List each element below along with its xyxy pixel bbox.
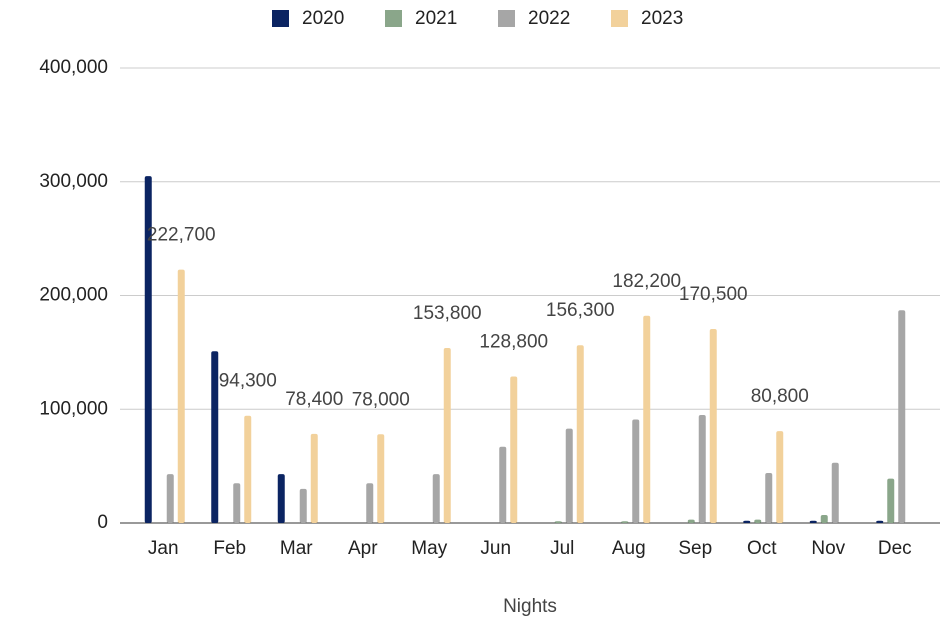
bar (211, 351, 219, 523)
x-tick-label: Jul (550, 538, 574, 559)
bar (443, 348, 451, 523)
y-tick-label: 0 (97, 512, 108, 533)
bar (554, 521, 562, 523)
data-label: 78,000 (352, 389, 410, 410)
y-tick-label: 100,000 (39, 398, 108, 419)
legend-swatch (385, 10, 402, 27)
x-tick-label: Feb (213, 538, 246, 559)
data-label: 182,200 (612, 271, 681, 292)
bar (632, 419, 640, 523)
bar (576, 345, 584, 523)
x-tick-label: Nov (811, 538, 845, 559)
bar (765, 472, 773, 523)
data-label: 153,800 (413, 303, 482, 324)
bar (709, 329, 717, 523)
data-label: 222,700 (147, 225, 216, 246)
data-label: 80,800 (751, 386, 809, 407)
bar (310, 433, 318, 523)
x-axis-label: Nights (503, 596, 557, 617)
bar (887, 478, 895, 523)
bar (820, 515, 828, 523)
bar (743, 520, 751, 523)
bar (776, 431, 784, 523)
legend-label: 2022 (528, 8, 570, 29)
data-label: 128,800 (479, 332, 548, 353)
bar (876, 520, 884, 523)
bar (510, 376, 518, 523)
bar (698, 414, 706, 523)
y-tick-label: 400,000 (39, 57, 108, 78)
bar (831, 462, 839, 523)
bar (366, 483, 374, 523)
y-tick-label: 200,000 (39, 285, 108, 306)
bar (244, 415, 252, 523)
bar (643, 315, 651, 523)
legend-label: 2021 (415, 8, 457, 29)
bar (144, 176, 152, 523)
data-label: 78,400 (285, 389, 343, 410)
bar (377, 434, 385, 523)
x-tick-label: Aug (612, 538, 646, 559)
legend-label: 2023 (641, 8, 683, 29)
x-tick-label: Apr (348, 538, 378, 559)
bar (166, 474, 174, 523)
data-label: 94,300 (219, 371, 277, 392)
bar (299, 488, 307, 523)
data-label: 170,500 (679, 284, 748, 305)
x-tick-label: Jan (148, 538, 179, 559)
x-tick-label: Mar (280, 538, 313, 559)
legend-label: 2020 (302, 8, 344, 29)
x-tick-label: Jun (480, 538, 511, 559)
y-tick-label: 300,000 (39, 171, 108, 192)
x-tick-label: May (411, 538, 447, 559)
bar (621, 521, 629, 523)
x-tick-label: Oct (747, 538, 777, 559)
x-tick-label: Sep (678, 538, 712, 559)
legend-swatch (272, 10, 289, 27)
bar (177, 269, 185, 523)
x-tick-label: Dec (878, 538, 912, 559)
bar (687, 519, 695, 523)
bar (233, 483, 241, 523)
bar (754, 519, 762, 523)
bar (432, 474, 440, 523)
data-label: 156,300 (546, 300, 615, 321)
bar (809, 520, 817, 523)
legend-swatch (611, 10, 628, 27)
bar (898, 310, 906, 523)
bar (565, 428, 573, 523)
bar (499, 446, 507, 523)
legend-swatch (498, 10, 515, 27)
bar (277, 474, 285, 523)
